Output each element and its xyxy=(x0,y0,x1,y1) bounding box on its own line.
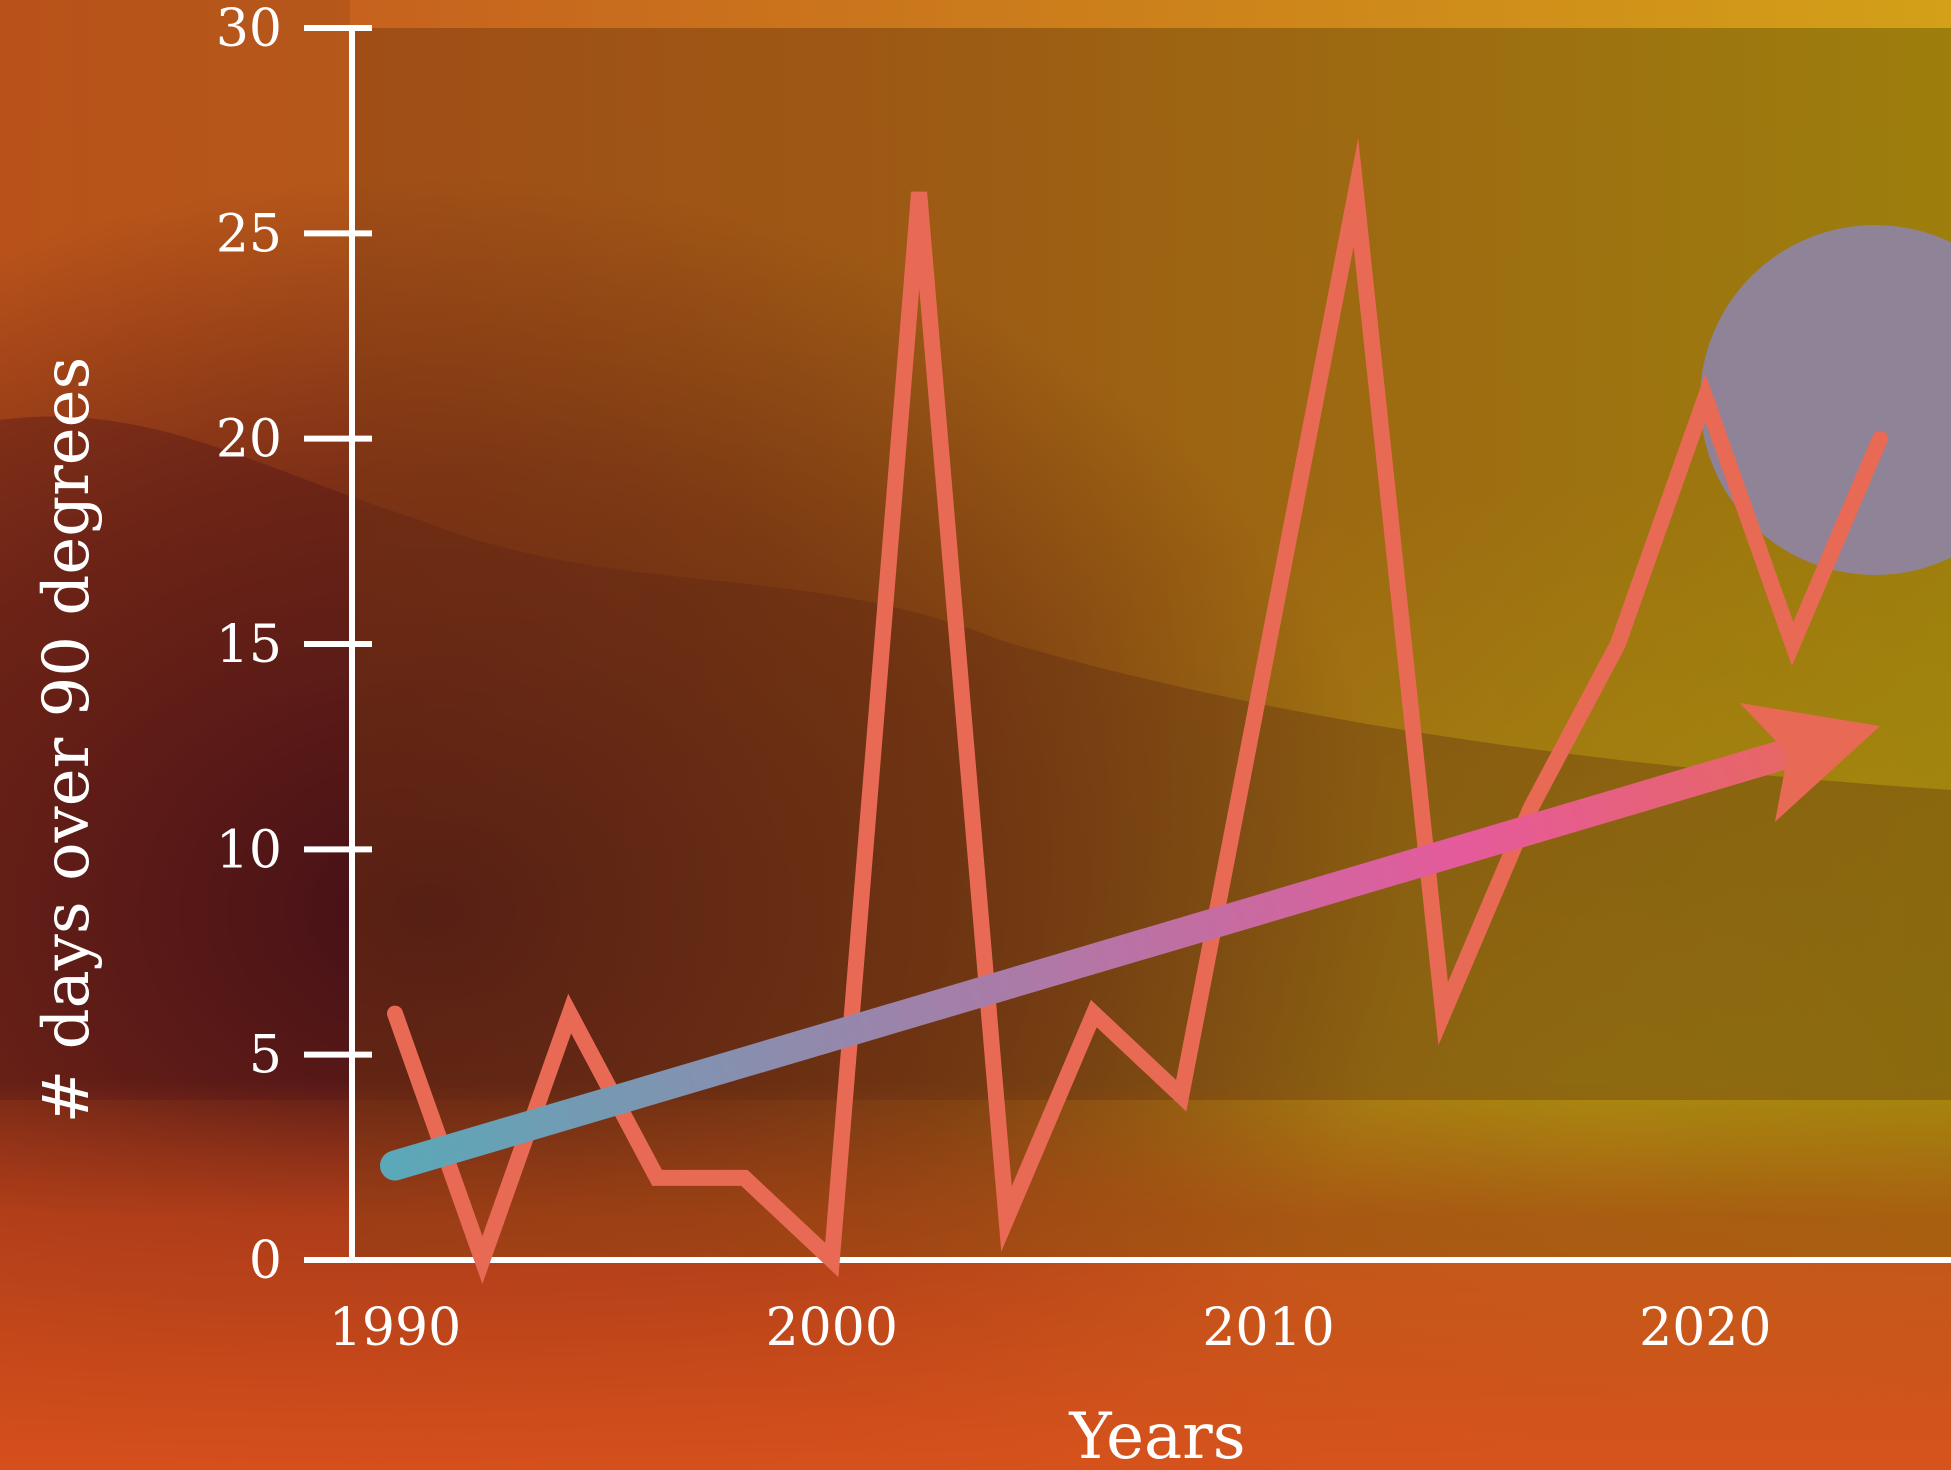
y-tick-label: 15 xyxy=(216,615,282,675)
x-axis: 1990 2000 2010 2020 xyxy=(329,1257,1951,1358)
series-layer xyxy=(387,138,1888,1284)
sun-disc xyxy=(1700,225,1951,575)
trend-arrow-shaft xyxy=(380,739,1800,1181)
y-tick-label: 5 xyxy=(249,1026,282,1086)
y-axis-label: # days over 90 degrees xyxy=(30,357,104,1124)
y-tick-label: 20 xyxy=(216,410,282,470)
trend-layer xyxy=(380,703,1880,1181)
y-tick-label: 10 xyxy=(216,820,282,880)
x-tick-label: 1990 xyxy=(329,1298,461,1358)
y-axis: 0 5 10 15 20 25 30 xyxy=(216,0,372,1291)
y-tick-label: 25 xyxy=(216,204,282,264)
x-axis-label: Years xyxy=(1068,1400,1245,1470)
x-tick-label: 2000 xyxy=(766,1298,898,1358)
trend-arrow-head xyxy=(1739,703,1880,822)
y-tick-label: 30 xyxy=(216,0,282,59)
x-tick-label: 2020 xyxy=(1639,1298,1771,1358)
series-line xyxy=(387,138,1888,1284)
x-tick-label: 2010 xyxy=(1202,1298,1334,1358)
y-tick-label: 0 xyxy=(249,1231,282,1291)
